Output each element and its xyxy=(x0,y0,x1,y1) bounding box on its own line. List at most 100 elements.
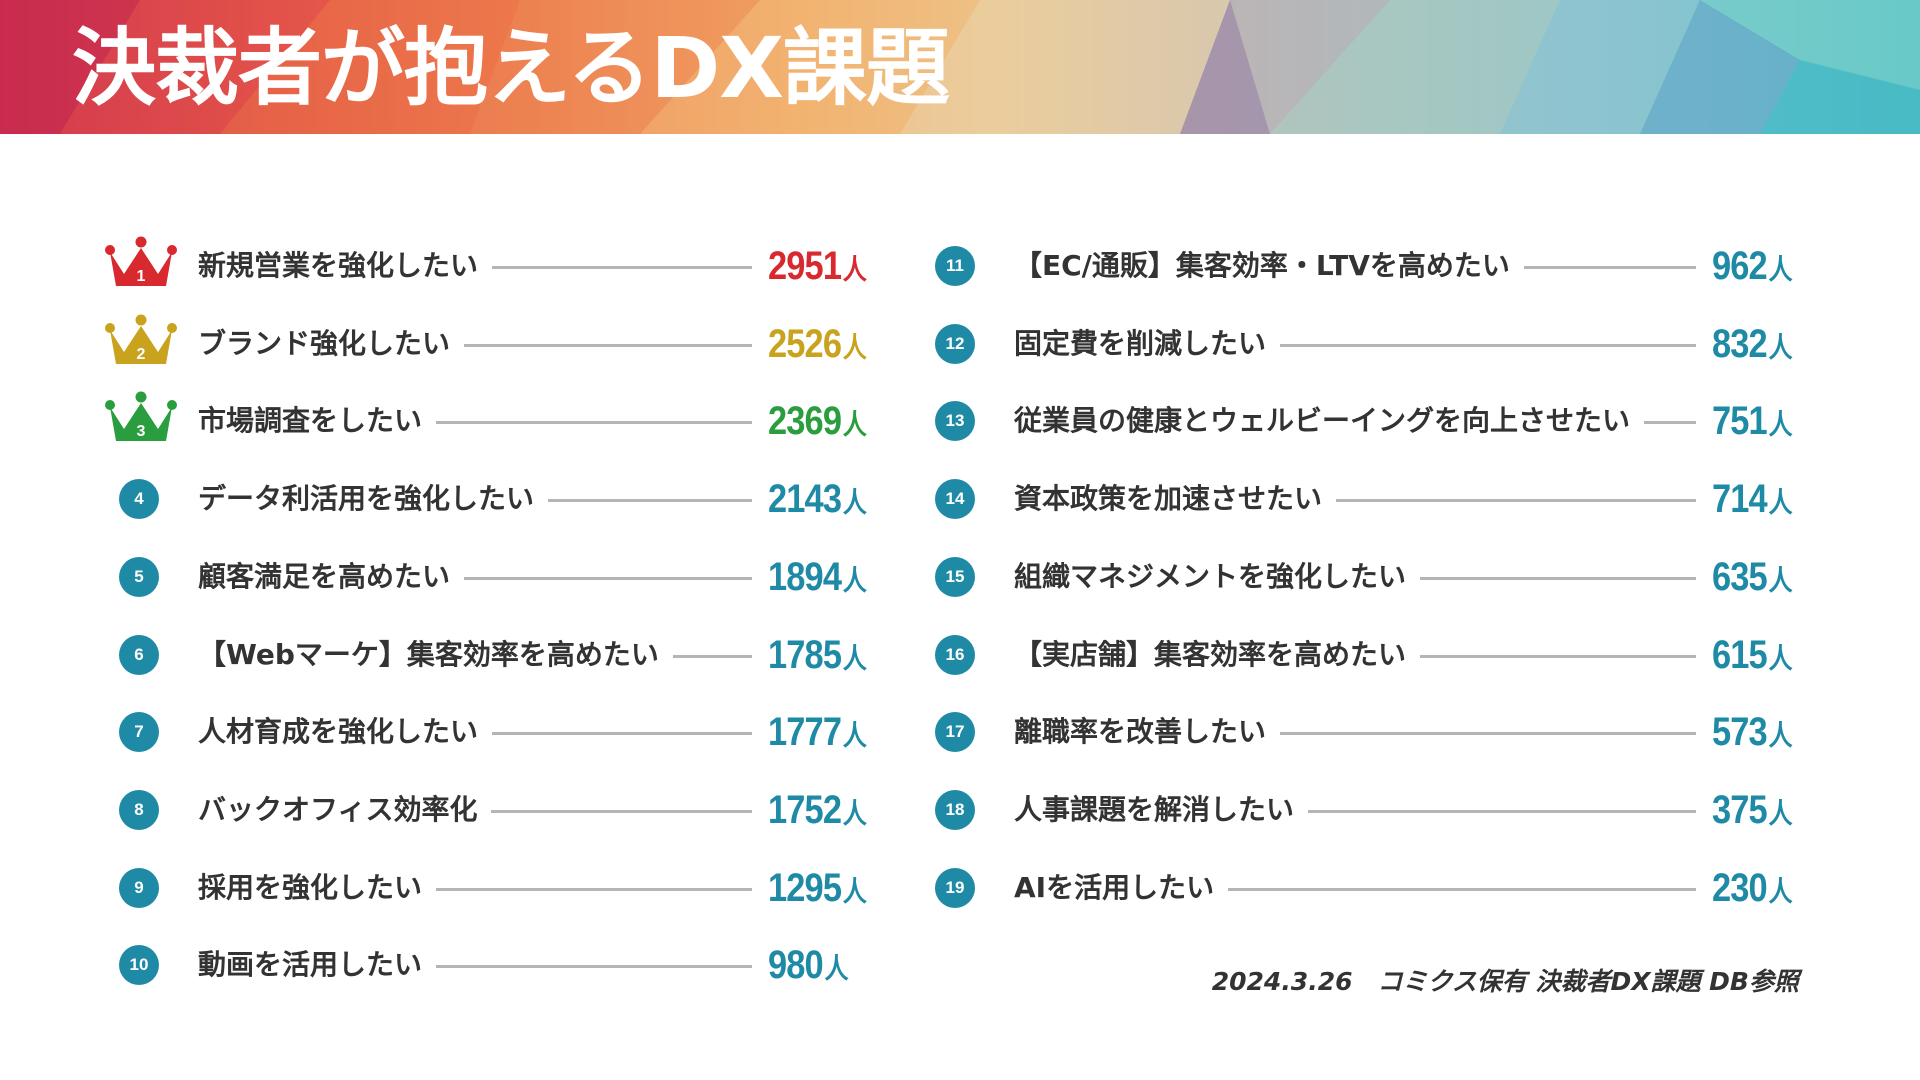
item-label: AIを活用したい xyxy=(1014,866,1229,910)
rank-badge: 7 xyxy=(100,702,180,762)
item-label: 【実店舗】集客効率を高めたい xyxy=(1014,633,1421,677)
leader-line xyxy=(200,421,752,424)
value-unit: 人 xyxy=(842,875,867,908)
rank-badge: 10 xyxy=(100,935,180,995)
value-unit: 人 xyxy=(842,486,867,519)
value-unit: 人 xyxy=(842,253,867,286)
rank-badge: 19 xyxy=(916,858,996,918)
item-value: 230人 xyxy=(1712,858,1793,922)
item-label: 市場調査をしたい xyxy=(198,399,437,443)
rank-number: 15 xyxy=(935,557,975,597)
ranking-row: 9 採用を強化したい 1295人 xyxy=(110,858,890,918)
item-value: 962人 xyxy=(1712,236,1793,300)
value-number: 2526 xyxy=(768,322,842,366)
item-label: 【EC/通販】集客効率・LTVを高めたい xyxy=(1014,244,1524,288)
ranking-row: 12 固定費を削減したい 832人 xyxy=(926,314,1826,374)
leader-line xyxy=(1016,810,1696,813)
item-label: データ利活用を強化したい xyxy=(198,477,549,521)
rank-badge: 4 xyxy=(100,469,180,529)
ranking-row: 18 人事課題を解消したい 375人 xyxy=(926,780,1826,840)
rank-badge: 15 xyxy=(916,547,996,607)
page-title: 決裁者が抱えるDX課題 xyxy=(72,19,950,117)
item-label: 従業員の健康とウェルビーイングを向上させたい xyxy=(1014,399,1645,443)
item-value: 2143人 xyxy=(768,469,867,533)
value-unit: 人 xyxy=(842,642,867,675)
rank-badge: 18 xyxy=(916,780,996,840)
rank-badge: 17 xyxy=(916,702,996,762)
rank-number: 8 xyxy=(119,790,159,830)
rank-number: 6 xyxy=(119,635,159,675)
item-value: 1752人 xyxy=(768,780,867,844)
rank-badge: 14 xyxy=(916,469,996,529)
item-value: 751人 xyxy=(1712,391,1793,455)
value-unit: 人 xyxy=(842,564,867,597)
rank-number: 11 xyxy=(935,246,975,286)
value-unit: 人 xyxy=(1768,875,1793,908)
value-unit: 人 xyxy=(842,797,867,830)
leader-line xyxy=(1016,344,1696,347)
rank-badge: 16 xyxy=(916,625,996,685)
ranking-row: 1 新規営業を強化したい 2951人 xyxy=(105,236,890,296)
rank-number: 16 xyxy=(935,635,975,675)
ranking-row: 10 動画を活用したい 980人 xyxy=(110,935,890,995)
leader-line xyxy=(200,965,752,968)
rank-number: 9 xyxy=(119,868,159,908)
item-value: 1894人 xyxy=(768,547,867,611)
item-label: ブランド強化したい xyxy=(198,322,465,366)
value-unit: 人 xyxy=(842,408,867,441)
ranking-row: 16 【実店舗】集客効率を高めたい 615人 xyxy=(926,625,1826,685)
rank-badge: 11 xyxy=(916,236,996,296)
rank-number: 7 xyxy=(119,712,159,752)
rank-number: 10 xyxy=(119,945,159,985)
value-number: 573 xyxy=(1712,710,1768,754)
item-label: 人材育成を強化したい xyxy=(198,710,493,754)
value-unit: 人 xyxy=(1768,564,1793,597)
ranking-row: 14 資本政策を加速させたい 714人 xyxy=(926,469,1826,529)
leader-line xyxy=(1016,888,1696,891)
value-number: 980 xyxy=(768,943,824,987)
leader-line xyxy=(200,344,752,347)
rank-badge: 12 xyxy=(916,314,996,374)
rank-number: 13 xyxy=(935,401,975,441)
value-unit: 人 xyxy=(1768,797,1793,830)
item-label: 組織マネジメントを強化したい xyxy=(1014,555,1421,599)
item-label: 顧客満足を高めたい xyxy=(198,555,465,599)
ranking-row: 19 AIを活用したい 230人 xyxy=(926,858,1826,918)
item-label: 固定費を削減したい xyxy=(1014,322,1281,366)
value-number: 751 xyxy=(1712,399,1768,443)
value-number: 1777 xyxy=(768,710,842,754)
value-unit: 人 xyxy=(842,719,867,752)
ranking-row: 4 データ利活用を強化したい 2143人 xyxy=(110,469,890,529)
value-unit: 人 xyxy=(1768,331,1793,364)
item-value: 2526人 xyxy=(768,314,867,378)
item-value: 1777人 xyxy=(768,702,867,766)
item-label: 離職率を改善したい xyxy=(1014,710,1281,754)
value-number: 375 xyxy=(1712,788,1768,832)
value-unit: 人 xyxy=(1768,642,1793,675)
rank-badge: 13 xyxy=(916,391,996,451)
rank-number: 17 xyxy=(935,712,975,752)
ranking-row: 17 離職率を改善したい 573人 xyxy=(926,702,1826,762)
item-label: バックオフィス効率化 xyxy=(198,788,492,832)
item-label: 【Webマーケ】集客効率を高めたい xyxy=(198,633,673,677)
item-value: 375人 xyxy=(1712,780,1793,844)
rank-number: 2 xyxy=(136,346,146,363)
ranking-row: 6 【Webマーケ】集客効率を高めたい 1785人 xyxy=(110,625,890,685)
rank-number: 4 xyxy=(119,479,159,519)
value-number: 962 xyxy=(1712,244,1768,288)
value-number: 230 xyxy=(1712,866,1768,910)
ranking-row: 3 市場調査をしたい 2369人 xyxy=(105,391,890,451)
rank-number: 14 xyxy=(935,479,975,519)
rank-number: 19 xyxy=(935,868,975,908)
value-number: 1894 xyxy=(768,555,842,599)
rank-number: 12 xyxy=(935,324,975,364)
rank-number: 3 xyxy=(136,423,146,440)
value-number: 714 xyxy=(1712,477,1768,521)
rank-number: 1 xyxy=(136,268,146,285)
leader-line xyxy=(1016,732,1696,735)
source-note: 2024.3.26 コミクス保有 決裁者DX課題 DB参照 xyxy=(1211,967,1799,996)
value-number: 1752 xyxy=(768,788,842,832)
item-label: 人事課題を解消したい xyxy=(1014,788,1309,832)
crown-icon: 3 xyxy=(100,391,180,451)
item-label: 採用を強化したい xyxy=(198,866,437,910)
